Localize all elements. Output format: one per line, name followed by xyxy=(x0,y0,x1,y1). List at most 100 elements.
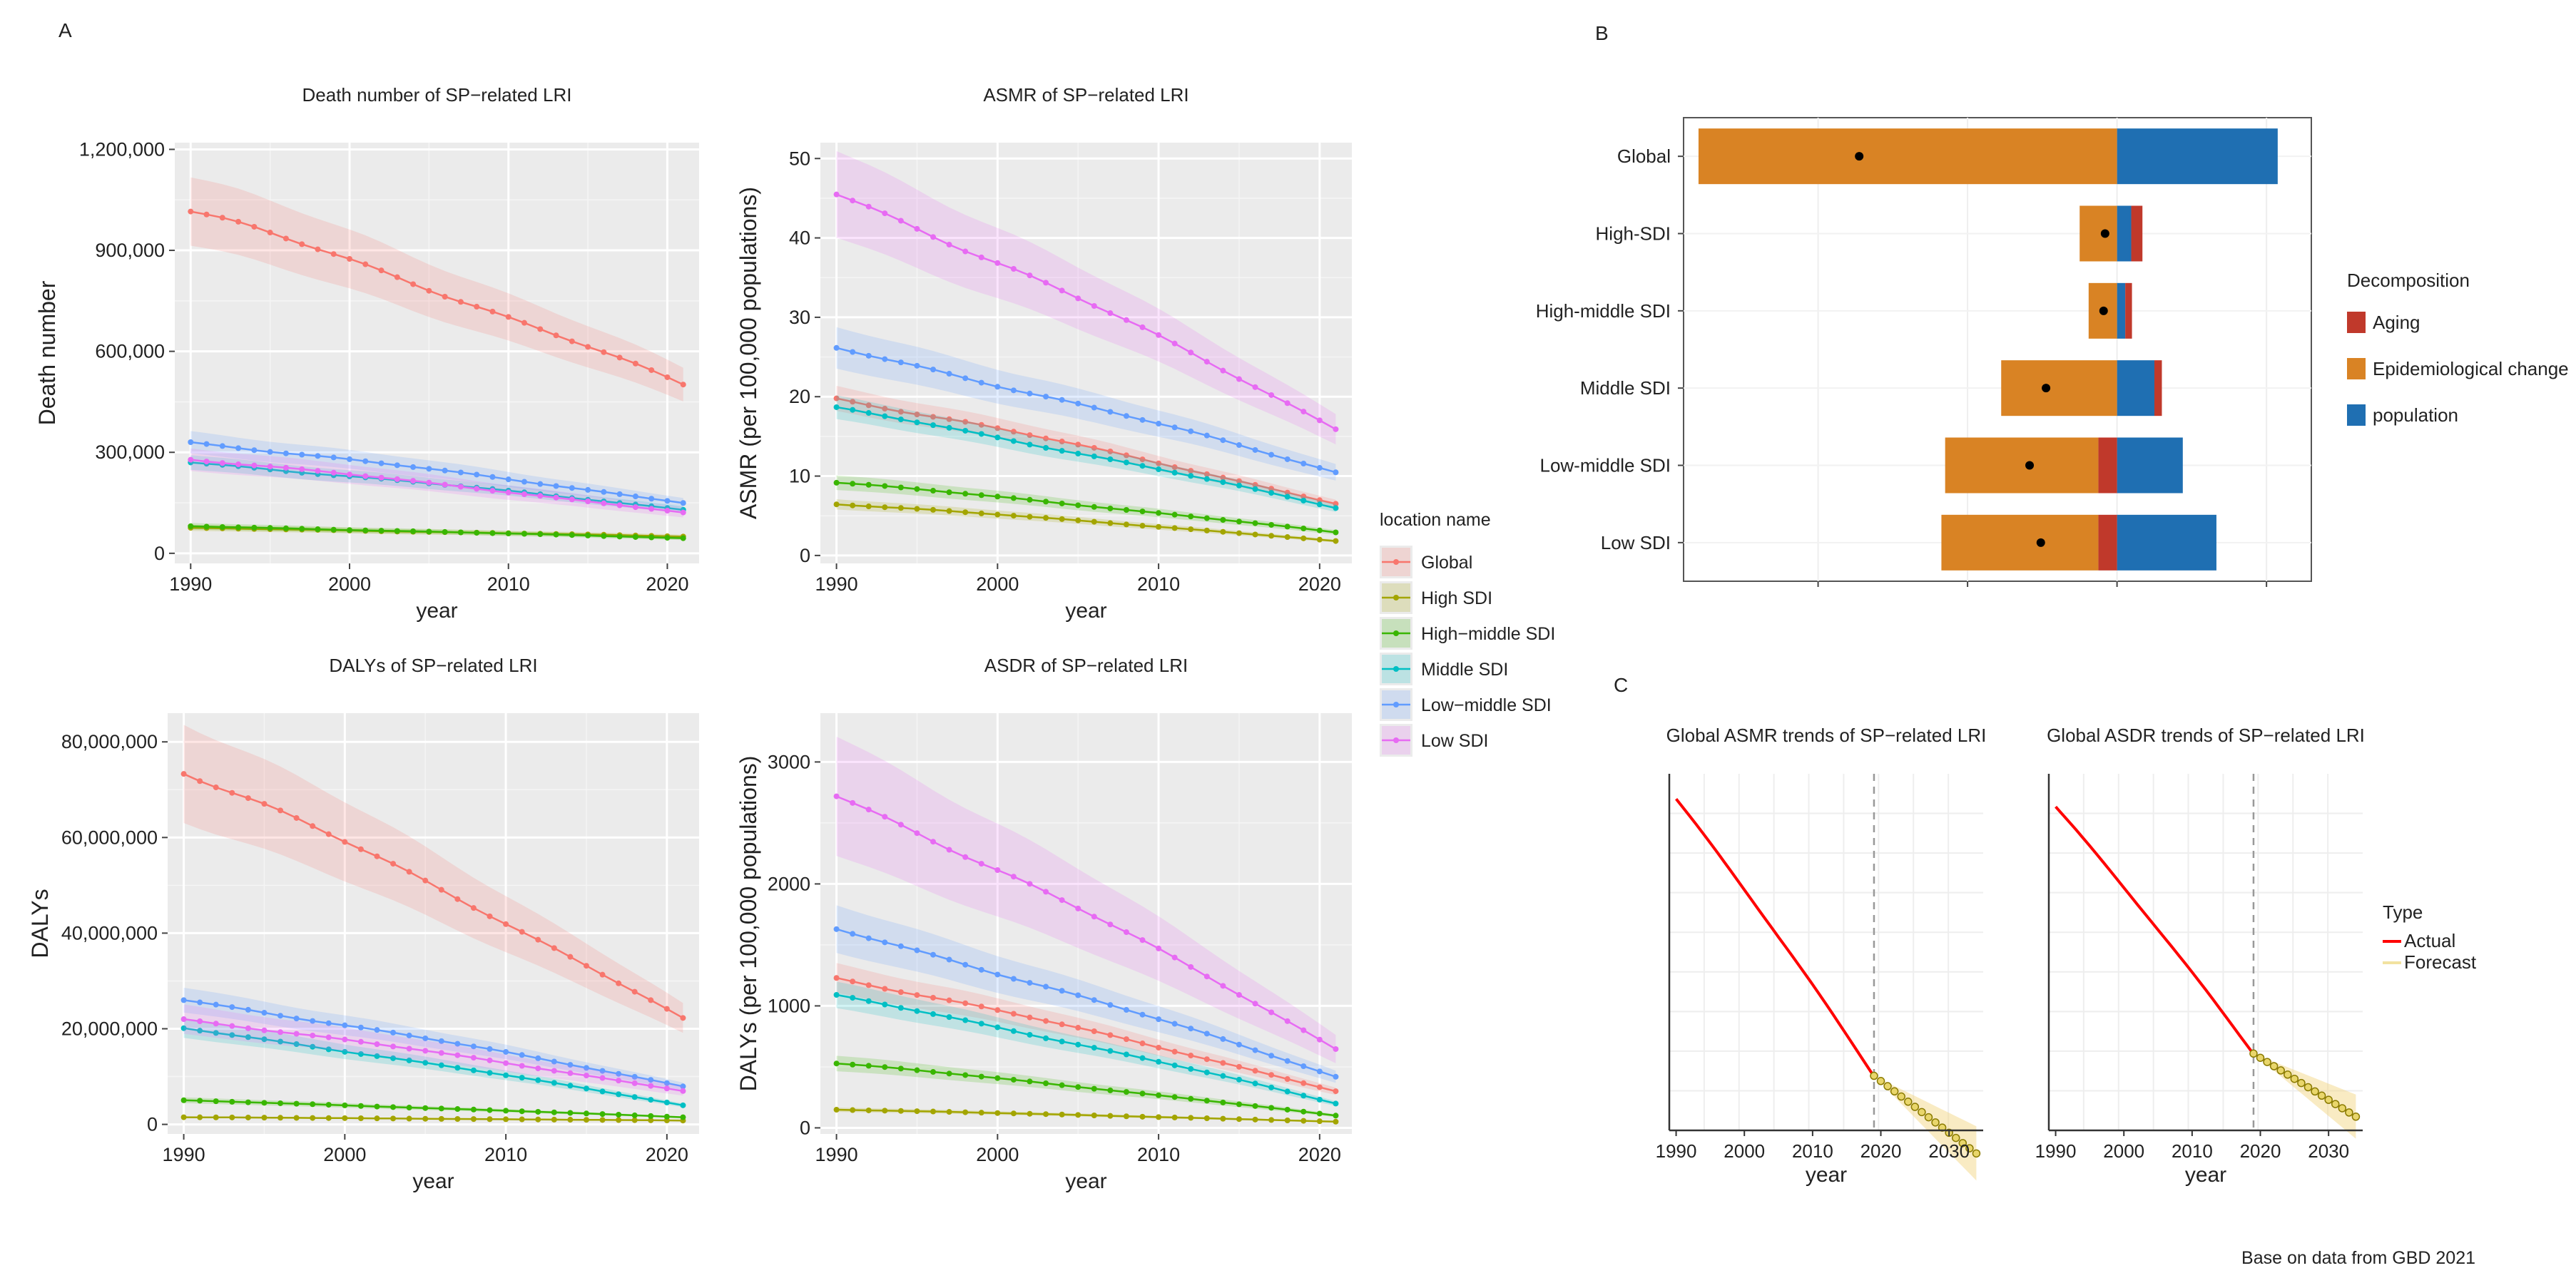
data-point xyxy=(599,1111,606,1118)
data-point xyxy=(1027,513,1033,520)
forecast-band xyxy=(2254,1053,2356,1139)
data-point xyxy=(521,531,527,537)
uncertainty-band xyxy=(836,905,1336,1083)
forecast-point xyxy=(2297,1078,2306,1088)
data-point xyxy=(1188,428,1194,434)
data-point xyxy=(299,526,305,532)
data-point xyxy=(978,1021,984,1027)
data-point xyxy=(245,795,251,802)
data-point xyxy=(1059,448,1065,454)
data-point xyxy=(1139,1113,1146,1120)
data-point xyxy=(897,1065,904,1072)
data-point xyxy=(213,1098,219,1105)
category-label: Low SDI xyxy=(1601,532,1671,553)
data-point xyxy=(197,1018,203,1024)
actual-line xyxy=(1675,798,1875,1078)
data-point xyxy=(585,499,591,505)
forecast-point xyxy=(2256,1053,2265,1062)
data-point xyxy=(406,1057,412,1063)
data-point xyxy=(1091,504,1097,510)
data-point xyxy=(229,789,235,796)
data-point xyxy=(537,493,544,499)
data-point xyxy=(1043,983,1049,990)
data-point xyxy=(229,1004,235,1011)
y-tick-label: 900,000 xyxy=(95,240,165,261)
data-point xyxy=(489,474,496,480)
data-point xyxy=(1139,1011,1146,1018)
data-point xyxy=(503,921,509,927)
data-point xyxy=(648,1083,654,1089)
data-point xyxy=(994,971,1001,978)
data-point xyxy=(978,379,984,386)
data-point xyxy=(930,367,937,373)
category-label: Global xyxy=(1617,145,1671,167)
forecast-point xyxy=(2338,1104,2347,1113)
data-point xyxy=(1059,897,1065,904)
data-point xyxy=(1107,409,1114,415)
y-tick-label: 40 xyxy=(789,228,810,249)
data-point xyxy=(850,198,856,204)
data-point xyxy=(519,1075,525,1081)
data-point xyxy=(245,1099,251,1105)
data-point xyxy=(1156,1114,1162,1120)
data-point xyxy=(1123,1036,1129,1043)
data-point xyxy=(1333,1118,1339,1125)
forecast-point xyxy=(2269,1062,2279,1070)
data-point xyxy=(1123,317,1129,323)
decomposition-bar-pop xyxy=(2117,128,2278,185)
data-point xyxy=(1333,1100,1339,1107)
forecast-point xyxy=(1897,1092,1905,1101)
data-point xyxy=(930,414,937,420)
data-point xyxy=(1284,1106,1290,1113)
legend-key xyxy=(2347,404,2366,426)
forecast-point xyxy=(2311,1087,2319,1096)
data-point xyxy=(261,801,268,807)
data-point xyxy=(1075,1025,1081,1031)
x-axis-label: year xyxy=(416,599,457,623)
data-point xyxy=(406,869,412,875)
data-point xyxy=(1300,461,1307,467)
data-point xyxy=(1091,914,1097,920)
data-point xyxy=(1268,1117,1275,1123)
data-point xyxy=(213,1021,219,1027)
data-point xyxy=(583,1085,589,1092)
data-point xyxy=(994,434,1001,441)
y-tick-label: 3000 xyxy=(768,751,810,772)
data-point xyxy=(342,1102,348,1108)
data-point xyxy=(390,1043,397,1050)
data-point xyxy=(567,954,574,960)
forecast-point xyxy=(2331,1100,2340,1108)
decomposition-bar-epi xyxy=(2079,205,2117,262)
data-point xyxy=(978,861,984,867)
data-point xyxy=(1268,392,1275,398)
data-point xyxy=(406,1115,412,1122)
data-point xyxy=(1203,973,1210,980)
data-point xyxy=(1236,530,1242,536)
data-point xyxy=(833,344,840,351)
data-point xyxy=(930,994,937,1001)
data-point xyxy=(438,1062,444,1068)
data-point xyxy=(663,1099,670,1105)
data-point xyxy=(850,799,856,806)
x-tick-label: 2010 xyxy=(2172,1140,2213,1162)
data-point xyxy=(347,456,352,462)
data-point xyxy=(1059,1111,1065,1118)
data-point xyxy=(551,1068,557,1074)
data-point xyxy=(1252,486,1258,492)
data-point xyxy=(1220,983,1226,989)
data-point xyxy=(213,1114,219,1120)
data-point xyxy=(1203,476,1210,482)
data-point xyxy=(293,1041,300,1047)
forecast-point xyxy=(2345,1108,2353,1117)
data-point xyxy=(1027,1014,1033,1021)
data-point xyxy=(470,905,477,911)
data-point xyxy=(357,1103,364,1109)
data-point xyxy=(663,1085,670,1092)
asdr-forecast-chart: 1990 2000 2010 2020 2030 year Global ASDR tren… xyxy=(2035,725,2365,1187)
data-point xyxy=(406,1046,412,1052)
data-point xyxy=(378,460,385,466)
data-point xyxy=(1091,1113,1097,1119)
data-point xyxy=(1123,1007,1129,1013)
data-point xyxy=(567,1070,574,1076)
data-point xyxy=(282,464,289,471)
